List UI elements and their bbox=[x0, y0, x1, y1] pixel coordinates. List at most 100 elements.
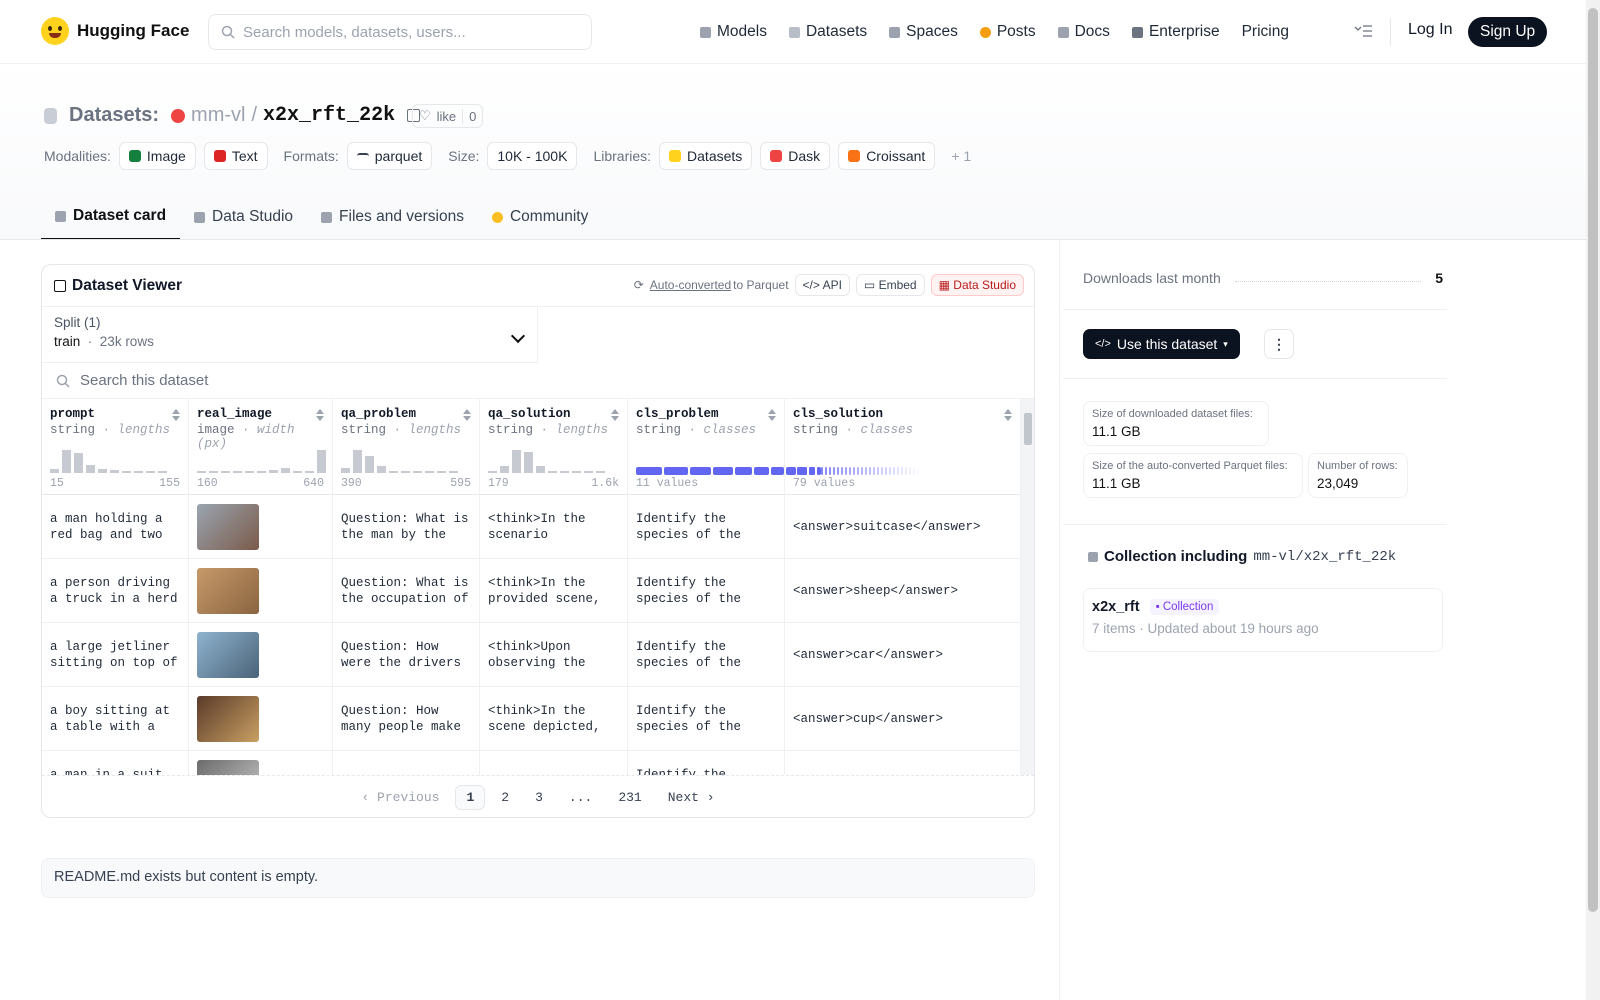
table-cell[interactable]: <answer>cup</answer> bbox=[785, 687, 1020, 751]
modality-image[interactable]: Image bbox=[118, 142, 196, 170]
dataset-search-input[interactable]: Search this dataset bbox=[42, 363, 1034, 399]
section-label[interactable]: Datasets: bbox=[69, 104, 160, 126]
page-3[interactable]: 3 bbox=[535, 790, 543, 805]
scrollbar-thumb[interactable] bbox=[1024, 413, 1032, 445]
more-libraries[interactable]: + 1 bbox=[951, 148, 972, 164]
nav-item-datasets[interactable]: Datasets bbox=[788, 23, 867, 41]
library-dask[interactable]: Dask bbox=[760, 142, 831, 170]
table-cell[interactable] bbox=[189, 559, 332, 623]
split-selector[interactable]: Split (1) train · 23k rows bbox=[42, 307, 538, 363]
column-header[interactable]: qa_problem string · lengths 390 595 bbox=[333, 399, 479, 495]
nav-item-pricing[interactable]: Pricing bbox=[1242, 23, 1289, 41]
sort-icon[interactable] bbox=[463, 409, 471, 421]
global-search-input[interactable]: Search models, datasets, users... bbox=[208, 14, 592, 50]
tab-dataset-card[interactable]: Dataset card bbox=[41, 194, 181, 240]
table-cell[interactable]: Question: What is the occupation of the … bbox=[333, 559, 479, 623]
table-scrollbar[interactable] bbox=[1021, 399, 1034, 775]
table-cell[interactable]: <answer>suitcase</answer> bbox=[785, 495, 1020, 559]
table-cell[interactable]: Identify the species of the most promine… bbox=[628, 687, 784, 751]
column-header[interactable]: prompt string · lengths 15 155 bbox=[42, 399, 188, 495]
more-menu-icon[interactable] bbox=[1354, 25, 1372, 37]
next-page-button[interactable]: Next › bbox=[658, 786, 725, 809]
table-cell[interactable] bbox=[189, 687, 332, 751]
nav-item-models[interactable]: Models bbox=[700, 23, 767, 41]
cell-text: Identify the species of the most promine… bbox=[636, 575, 742, 606]
column-header[interactable]: real_image image · width (px) 160 640 bbox=[189, 399, 332, 495]
sort-icon[interactable] bbox=[316, 409, 324, 421]
column-header[interactable]: qa_solution string · lengths 179 1.6k bbox=[480, 399, 627, 495]
nav-item-enterprise[interactable]: Enterprise bbox=[1131, 23, 1220, 41]
nav-enterprise-icon bbox=[1131, 26, 1143, 38]
page-2[interactable]: 2 bbox=[501, 790, 510, 805]
login-link[interactable]: Log In bbox=[1408, 21, 1453, 38]
table-cell[interactable]: Question: Where bbox=[333, 751, 479, 775]
table-cell[interactable]: a boy sitting at a table with a plate of… bbox=[42, 687, 188, 751]
table-cell[interactable]: Identify the species of the most promine… bbox=[628, 559, 784, 623]
column-header[interactable]: cls_problem string · classes 11 values bbox=[628, 399, 821, 495]
table-cell[interactable]: Identify the species of the most promine… bbox=[628, 495, 784, 559]
table-cell[interactable]: Question: What is the man by the bag doi… bbox=[333, 495, 479, 559]
image-thumbnail[interactable] bbox=[197, 695, 259, 742]
api-button[interactable]: </> API bbox=[794, 274, 850, 296]
table-cell[interactable]: a man in a suit and tie bbox=[42, 751, 188, 776]
nav-item-docs[interactable]: Docs bbox=[1057, 23, 1110, 41]
tab-community[interactable]: Community bbox=[478, 194, 602, 240]
table-cell[interactable]: <think>The poster bbox=[480, 751, 627, 775]
table-cell[interactable]: a man holding a red bag and two suitcase… bbox=[42, 495, 188, 559]
image-thumbnail[interactable] bbox=[197, 567, 259, 614]
image-thumbnail[interactable] bbox=[197, 503, 259, 550]
table-cell[interactable]: Question: How were the drivers of the ve… bbox=[333, 623, 479, 687]
table-cell[interactable]: Identify the species of the most promine… bbox=[628, 623, 784, 687]
tab-files-and-versions[interactable]: Files and versions bbox=[307, 194, 478, 240]
table-icon bbox=[194, 211, 206, 223]
like-button[interactable]: ♡ like 0 bbox=[412, 104, 484, 128]
collection-name[interactable]: x2x_rft bbox=[1092, 599, 1140, 615]
library-croissant[interactable]: Croissant bbox=[838, 142, 936, 170]
table-cell[interactable]: <think>Upon observing the scene bbox=[480, 623, 627, 687]
nav-item-posts[interactable]: Posts bbox=[979, 23, 1036, 41]
table-cell[interactable] bbox=[189, 623, 332, 687]
more-options-icon[interactable]: ⋮ bbox=[1264, 329, 1294, 359]
table-cell[interactable] bbox=[785, 751, 1020, 775]
signup-button[interactable]: Sign Up bbox=[1468, 17, 1548, 47]
table-cell[interactable]: a person driving a truck in a herd of sh… bbox=[42, 559, 188, 623]
sort-icon[interactable] bbox=[1004, 409, 1012, 421]
nav-item-spaces[interactable]: Spaces bbox=[889, 23, 958, 41]
table-cell[interactable]: <think>In the scene depicted, the bbox=[480, 687, 627, 751]
table-cell[interactable] bbox=[189, 751, 332, 775]
collection-card[interactable]: x2x_rft ▪ Collection 7 items · Updated ab… bbox=[1083, 588, 1443, 652]
table-cell[interactable]: <answer>sheep</answer> bbox=[785, 559, 1020, 623]
use-dataset-button[interactable]: </> Use this dataset ▾ bbox=[1083, 329, 1240, 359]
table-cell[interactable]: <think>In the scenario provided, the man bbox=[480, 495, 627, 559]
page-1[interactable]: 1 bbox=[455, 785, 486, 810]
modality-text[interactable]: Text bbox=[203, 142, 268, 170]
library-datasets[interactable]: Datasets bbox=[659, 142, 753, 170]
table-cell[interactable] bbox=[189, 495, 332, 559]
tab-data-studio[interactable]: Data Studio bbox=[180, 194, 307, 240]
table-cell[interactable]: Question: How many people make up this g… bbox=[333, 687, 479, 751]
page-scrollbar-thumb[interactable] bbox=[1588, 8, 1598, 912]
format-parquet[interactable]: parquet bbox=[346, 142, 433, 170]
sort-icon[interactable] bbox=[172, 409, 180, 421]
embed-button[interactable]: ▭ Embed bbox=[855, 274, 925, 296]
org-link[interactable]: mm-vl bbox=[191, 104, 246, 126]
page-scrollbar[interactable] bbox=[1586, 0, 1600, 1000]
image-thumbnail[interactable] bbox=[197, 631, 259, 678]
dataset-name[interactable]: x2x_rft_22k bbox=[263, 104, 396, 127]
page-231[interactable]: 231 bbox=[618, 790, 642, 805]
data-studio-button[interactable]: ▦ Data Studio bbox=[930, 274, 1024, 296]
column-header[interactable]: cls_solution string · classes 79 values bbox=[785, 399, 1020, 495]
sort-icon[interactable] bbox=[768, 409, 776, 421]
size-tag[interactable]: 10K - 100K bbox=[487, 142, 578, 170]
brand-logo[interactable]: Hugging Face bbox=[41, 17, 189, 45]
table-cell[interactable]: <think>In the provided scene, the bbox=[480, 559, 627, 623]
libraries-label: Libraries: bbox=[593, 148, 652, 164]
class-segment bbox=[793, 467, 795, 475]
image-thumbnail[interactable] bbox=[197, 759, 259, 775]
previous-page-button[interactable]: ‹ Previous bbox=[351, 786, 449, 809]
table-cell[interactable]: <answer>car</answer> bbox=[785, 623, 1020, 687]
table-cell[interactable]: a large jetliner sitting on top of an ai… bbox=[42, 623, 188, 687]
sort-icon[interactable] bbox=[611, 409, 619, 421]
auto-converted-link[interactable]: Auto-converted bbox=[649, 278, 732, 292]
table-cell[interactable]: Identify the species bbox=[628, 751, 784, 776]
